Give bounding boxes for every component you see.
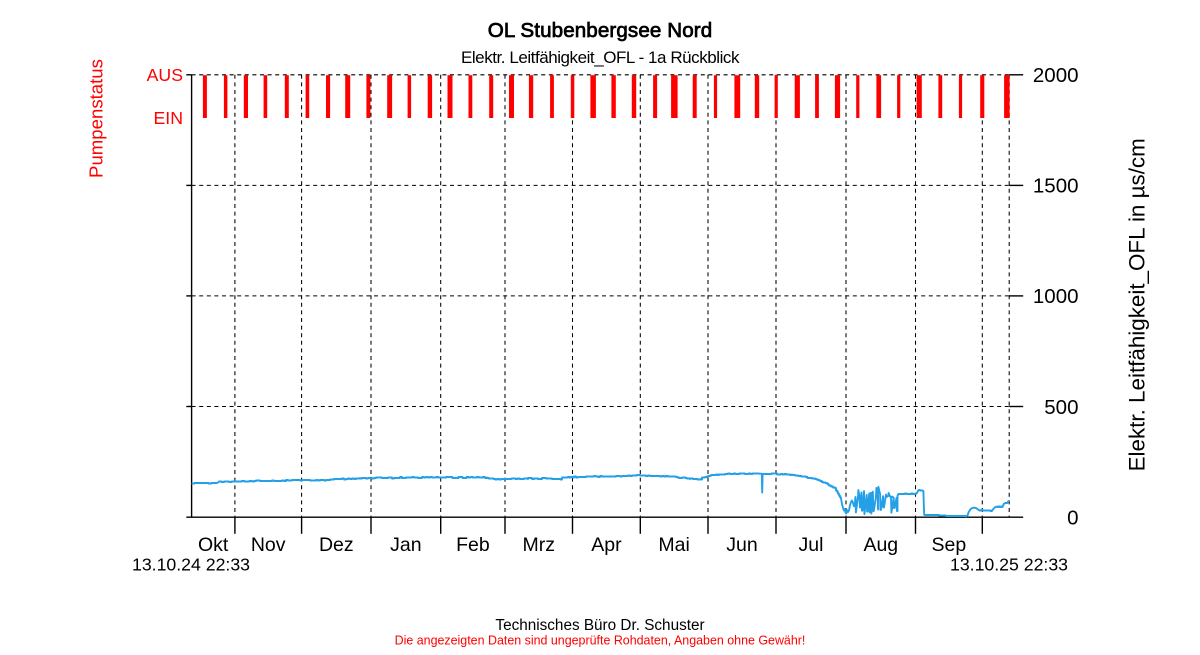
svg-text:AUS: AUS [147, 65, 183, 85]
svg-text:Technisches Büro Dr. Schuster: Technisches Büro Dr. Schuster [495, 617, 704, 634]
svg-text:Mai: Mai [658, 534, 689, 556]
svg-text:Jun: Jun [726, 534, 757, 556]
svg-text:Die angezeigten Daten sind ung: Die angezeigten Daten sind ungeprüfte Ro… [395, 633, 806, 647]
svg-text:1000: 1000 [1033, 285, 1079, 308]
svg-text:1500: 1500 [1033, 175, 1079, 198]
svg-text:Mrz: Mrz [523, 534, 556, 556]
svg-text:Okt: Okt [198, 534, 229, 556]
svg-text:Elektr. Leitfähigkeit_OFL in µ: Elektr. Leitfähigkeit_OFL in µs/cm [1125, 138, 1150, 471]
svg-text:Pumpenstatus: Pumpenstatus [86, 59, 107, 178]
svg-text:Dez: Dez [319, 534, 354, 556]
svg-text:13.10.24 22:33: 13.10.24 22:33 [132, 555, 250, 575]
svg-text:Aug: Aug [863, 534, 898, 556]
svg-text:OL Stubenbergsee Nord: OL Stubenbergsee Nord [488, 19, 713, 42]
svg-text:Sep: Sep [932, 534, 967, 556]
svg-text:Elektr. Leitfähigkeit_OFL - 1a: Elektr. Leitfähigkeit_OFL - 1a Rückblick [461, 48, 740, 67]
svg-text:13.10.25 22:33: 13.10.25 22:33 [950, 555, 1068, 575]
svg-text:Jan: Jan [390, 534, 421, 556]
svg-text:2000: 2000 [1033, 64, 1079, 87]
svg-text:500: 500 [1044, 396, 1078, 419]
svg-text:EIN: EIN [154, 108, 184, 128]
svg-text:Nov: Nov [251, 534, 286, 556]
svg-text:Jul: Jul [799, 534, 824, 556]
svg-text:Apr: Apr [591, 534, 622, 556]
svg-text:0: 0 [1067, 507, 1078, 530]
svg-text:Feb: Feb [456, 534, 490, 556]
